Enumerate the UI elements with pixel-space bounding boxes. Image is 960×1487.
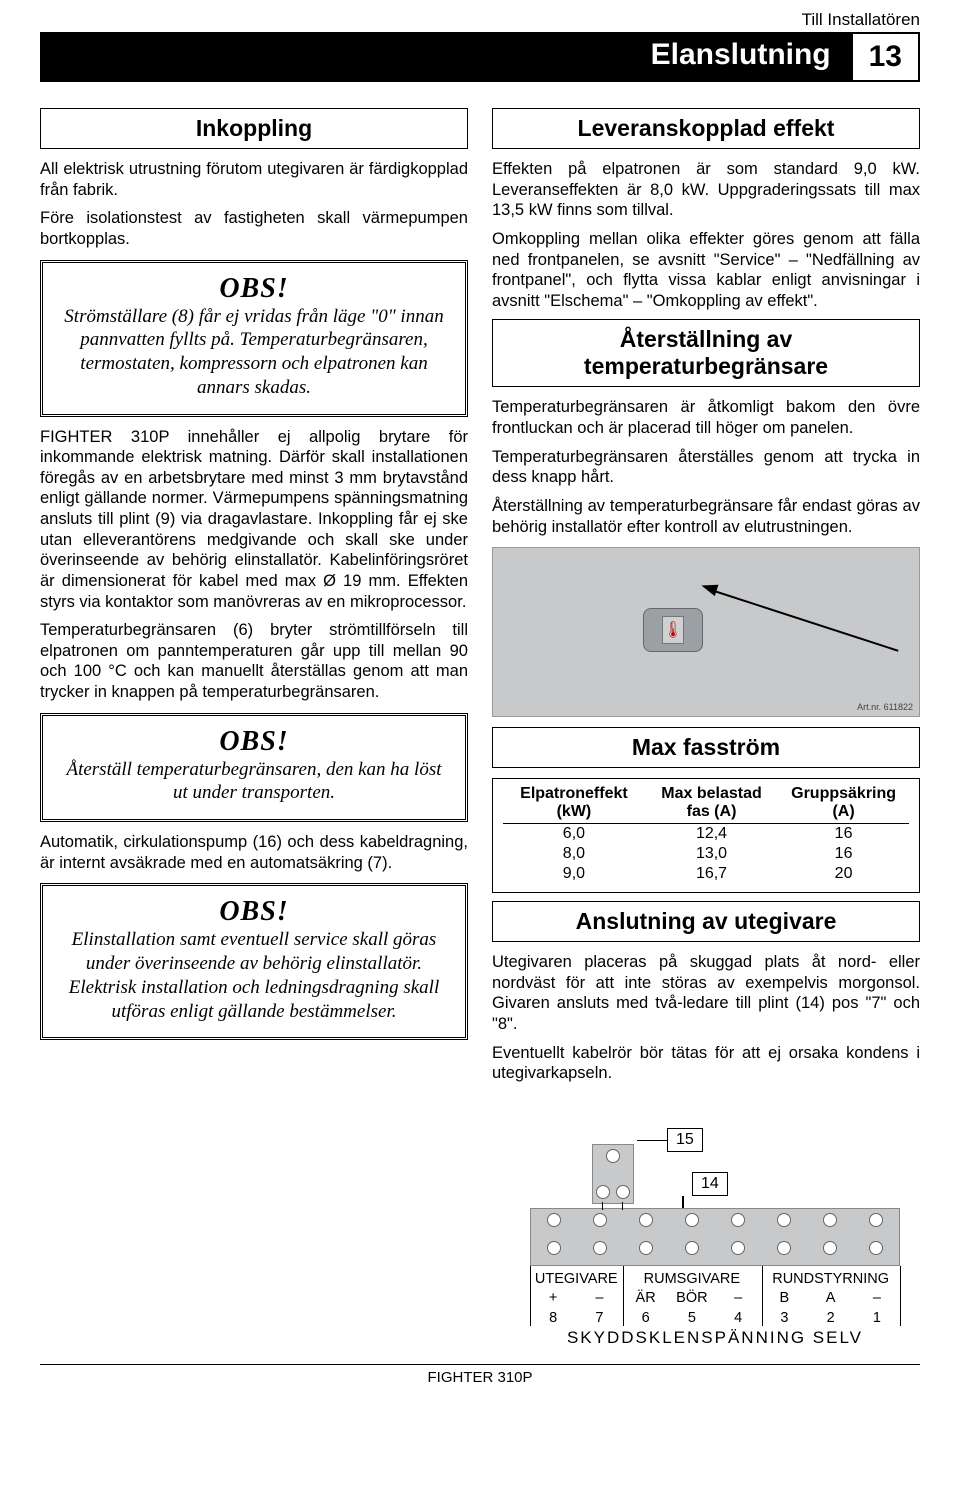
- section-utegivare: Anslutning av utegivare: [492, 901, 920, 942]
- paragraph: Temperaturbegränsaren är åtkomligt bakom…: [492, 397, 920, 438]
- table-header: Gruppsäkring (A): [778, 783, 909, 824]
- table-cell: 16,7: [645, 864, 778, 884]
- terminal-labels: UTEGIVARE RUMSGIVARE RUNDSTYRNING + – ÄR…: [530, 1270, 900, 1329]
- paragraph: Omkoppling mellan olika effekter göres g…: [492, 229, 920, 312]
- paragraph: Effekten på elpatronen är som standard 9…: [492, 159, 920, 221]
- phase-table-box: Elpatroneffekt (kW) Max belastad fas (A)…: [492, 778, 920, 893]
- pin-number: 5: [669, 1309, 715, 1329]
- paragraph: All elektrisk utrustning förutom utegiva…: [40, 159, 468, 200]
- left-column: Inkoppling All elektrisk utrustning föru…: [40, 100, 468, 1344]
- section-inkoppling: Inkoppling: [40, 108, 468, 149]
- panel-illustration: 🌡 Art.nr. 611822: [492, 547, 920, 717]
- obs-box-3: OBS! Elinstallation samt eventuell servi…: [40, 883, 468, 1040]
- table-cell: 13,0: [645, 844, 778, 864]
- group-label: UTEGIVARE: [530, 1270, 623, 1290]
- callout-15: 15: [667, 1128, 703, 1152]
- table-row: 9,0 16,7 20: [503, 864, 909, 884]
- chapter-title: Elanslutning: [40, 32, 851, 82]
- thermometer-icon: 🌡: [662, 616, 684, 644]
- obs-title: OBS!: [59, 896, 449, 928]
- pin-number: 2: [808, 1309, 854, 1329]
- pin-label: –: [854, 1289, 900, 1309]
- table-cell: 8,0: [503, 844, 645, 864]
- sensor-block: [592, 1144, 634, 1204]
- paragraph: Automatik, cirkulationspump (16) och des…: [40, 832, 468, 873]
- pin-label: +: [530, 1289, 576, 1309]
- footer-model: FIGHTER 310P: [40, 1364, 920, 1386]
- paragraph: FIGHTER 310P innehåller ej allpolig bryt…: [40, 427, 468, 613]
- article-number: Art.nr. 611822: [857, 702, 913, 712]
- paragraph: Temperaturbegränsaren (6) bryter strömti…: [40, 620, 468, 703]
- obs-box-2: OBS! Återställ temperaturbegränsaren, de…: [40, 713, 468, 823]
- paragraph: Återställning av temperaturbegränsare få…: [492, 496, 920, 537]
- pin-label: –: [715, 1289, 761, 1309]
- obs-title: OBS!: [59, 273, 449, 305]
- page-header: Elanslutning 13: [40, 32, 920, 82]
- table-row: 8,0 13,0 16: [503, 844, 909, 864]
- pin-number: 3: [761, 1309, 807, 1329]
- terminal-strip: [530, 1208, 900, 1266]
- pin-number: 1: [854, 1309, 900, 1329]
- terminal-diagram: 15 14: [492, 1104, 920, 1344]
- paragraph: Temperaturbegränsaren återställes genom …: [492, 447, 920, 488]
- obs-body: Elinstallation samt eventuell service sk…: [59, 928, 449, 1023]
- paragraph: Eventuellt kabelrör bör tätas för att ej…: [492, 1043, 920, 1084]
- table-header: Elpatroneffekt (kW): [503, 783, 645, 824]
- selv-label: SKYDDSKLENSPÄNNING SELV: [530, 1328, 900, 1348]
- paragraph: Före isolationstest av fastigheten skall…: [40, 208, 468, 249]
- page-number: 13: [851, 32, 920, 82]
- table-cell: 6,0: [503, 824, 645, 845]
- section-leverans: Leveranskopplad effekt: [492, 108, 920, 149]
- callout-14: 14: [692, 1172, 728, 1196]
- table-cell: 12,4: [645, 824, 778, 845]
- pin-number: 8: [530, 1309, 576, 1329]
- right-column: Leveranskopplad effekt Effekten på elpat…: [492, 100, 920, 1344]
- table-cell: 20: [778, 864, 909, 884]
- installer-label: Till Installatören: [40, 10, 920, 30]
- pin-number: 7: [576, 1309, 622, 1329]
- table-cell: 9,0: [503, 864, 645, 884]
- group-label: RUMSGIVARE: [623, 1270, 762, 1290]
- phase-current-table: Elpatroneffekt (kW) Max belastad fas (A)…: [503, 783, 909, 884]
- pin-label: B: [761, 1289, 807, 1309]
- obs-body: Strömställare (8) får ej vridas från läg…: [59, 305, 449, 400]
- paragraph: Utegivaren placeras på skuggad plats åt …: [492, 952, 920, 1035]
- obs-body: Återställ temperaturbegränsaren, den kan…: [59, 758, 449, 806]
- pin-number: 6: [623, 1309, 669, 1329]
- table-row: 6,0 12,4 16: [503, 824, 909, 845]
- pin-label: BÖR: [669, 1289, 715, 1309]
- pin-number: 4: [715, 1309, 761, 1329]
- pin-label: –: [576, 1289, 622, 1309]
- arrow-line: [708, 588, 899, 652]
- table-cell: 16: [778, 844, 909, 864]
- obs-box-1: OBS! Strömställare (8) får ej vridas frå…: [40, 260, 468, 417]
- section-max-fasstrom: Max fasström: [492, 727, 920, 768]
- table-header: Max belastad fas (A): [645, 783, 778, 824]
- pin-label: A: [808, 1289, 854, 1309]
- group-label: RUNDSTYRNING: [761, 1270, 900, 1290]
- pin-label: ÄR: [623, 1289, 669, 1309]
- obs-title: OBS!: [59, 726, 449, 758]
- section-aterstallning: Återställning av temperaturbegränsare: [492, 319, 920, 387]
- reset-module: 🌡: [643, 608, 703, 652]
- table-cell: 16: [778, 824, 909, 845]
